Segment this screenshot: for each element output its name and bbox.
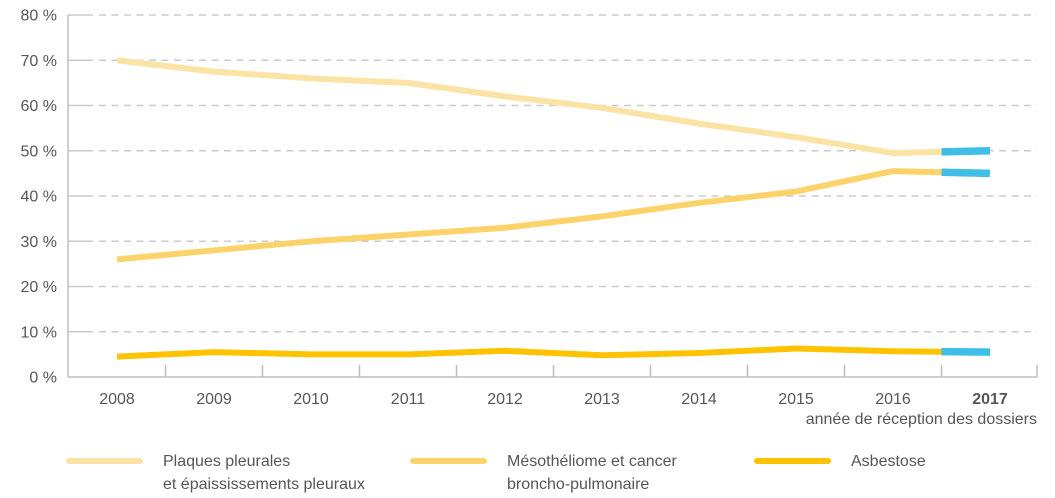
y-axis-label-40: 40 % bbox=[21, 189, 57, 206]
legend-label-line: broncho-pulmonaire bbox=[507, 476, 650, 493]
x-axis-label-2011: 2011 bbox=[391, 391, 426, 408]
series-line-1 bbox=[116, 168, 942, 263]
y-axis-label-70: 70 % bbox=[21, 53, 57, 70]
x-axis-label-2015: 2015 bbox=[778, 391, 814, 408]
legend-label-mesotheliome: Mésothéliome et cancer broncho-pulmonair… bbox=[507, 450, 677, 496]
x-axis-label-2008: 2008 bbox=[99, 391, 135, 408]
legend-swatch-mesotheliome bbox=[410, 458, 487, 464]
x-axis-label-2009: 2009 bbox=[196, 391, 232, 408]
legend-label-line: Plaques pleurales bbox=[163, 453, 291, 470]
y-axis-label-20: 20 % bbox=[21, 279, 57, 296]
x-axis-label-2014: 2014 bbox=[681, 391, 717, 408]
y-axis-label-10: 10 % bbox=[21, 324, 57, 341]
y-axis-label-50: 50 % bbox=[21, 143, 57, 160]
x-axis-label-2012: 2012 bbox=[487, 391, 523, 408]
legend-item-asbestose: Asbestose bbox=[754, 450, 926, 473]
x-axis-label-2013: 2013 bbox=[584, 391, 620, 408]
legend-label-plaques-pleurales: Plaques pleurales et épaississements ple… bbox=[163, 450, 365, 496]
provisional-2017-segment-1 bbox=[941, 168, 991, 178]
legend-label-asbestose: Asbestose bbox=[851, 450, 926, 473]
legend-label-line: Asbestose bbox=[851, 453, 926, 470]
y-axis-label-0: 0 % bbox=[29, 370, 57, 387]
x-axis-label-2017: 2017 bbox=[972, 391, 1008, 408]
legend-swatch-asbestose bbox=[754, 458, 831, 464]
legend-label-line: Mésothéliome et cancer bbox=[507, 453, 677, 470]
x-axis-label-2016: 2016 bbox=[875, 391, 911, 408]
series-line-2 bbox=[116, 345, 942, 360]
y-axis-label-80: 80 % bbox=[21, 8, 57, 25]
x-axis-caption: année de réception des dossiers bbox=[805, 411, 1037, 428]
line-chart: 0 % 10 % 20 % 30 % 40 % 50 % 60 % 70 % 80 % 2008 2… bbox=[21, 8, 1038, 408]
y-axis-label-60: 60 % bbox=[21, 98, 57, 115]
legend-item-mesotheliome: Mésothéliome et cancer broncho-pulmonair… bbox=[410, 450, 677, 496]
series-line-0 bbox=[116, 57, 942, 156]
legend-item-plaques-pleurales: Plaques pleurales et épaississements ple… bbox=[66, 450, 365, 496]
provisional-2017-segment-0 bbox=[941, 147, 991, 156]
x-axis-label-2010: 2010 bbox=[293, 391, 329, 408]
legend-swatch-plaques-pleurales bbox=[66, 458, 143, 464]
y-axis-label-30: 30 % bbox=[21, 234, 57, 251]
legend-label-line: et épaississements pleuraux bbox=[163, 476, 365, 493]
